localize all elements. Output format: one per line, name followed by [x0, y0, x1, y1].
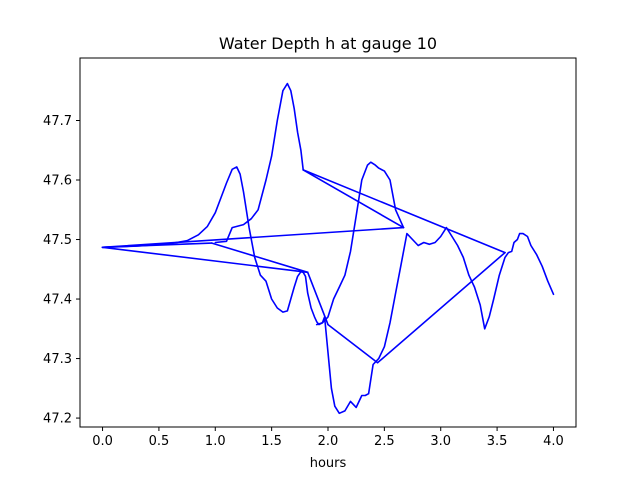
- y-tick-label: 47.3: [43, 352, 72, 367]
- series-connector-line: [302, 169, 405, 229]
- series-connector-line: [327, 323, 379, 364]
- y-tick-label: 47.2: [43, 412, 72, 427]
- x-tick-label: 2.5: [374, 434, 395, 449]
- y-tick-label: 47.6: [43, 174, 72, 189]
- x-tick-label: 4.0: [543, 434, 564, 449]
- series-connector-line: [101, 246, 309, 274]
- x-tick-label: 1.5: [261, 434, 282, 449]
- series-line-segment: [315, 161, 405, 326]
- y-axis-ticks: 47.2 47.3 47.4 47.5 47.6 47.7: [43, 114, 80, 427]
- series-connector-line: [302, 169, 506, 254]
- x-axis-label: hours: [310, 456, 347, 471]
- x-tick-label: 2.0: [318, 434, 339, 449]
- plot-layer: [101, 82, 555, 415]
- y-tick-label: 47.4: [43, 293, 72, 308]
- series-connector-line: [306, 271, 329, 326]
- y-tick-label: 47.7: [43, 114, 72, 129]
- y-tick-label: 47.5: [43, 233, 72, 248]
- x-tick-label: 1.0: [205, 434, 226, 449]
- chart-title: Water Depth h at gauge 10: [219, 34, 437, 53]
- series-connector-line: [211, 242, 309, 274]
- series-line: [101, 166, 555, 415]
- x-tick-label: 0.5: [149, 434, 170, 449]
- plot-frame: [79, 57, 577, 428]
- x-tick-label: 3.0: [430, 434, 451, 449]
- x-tick-label: 3.5: [487, 434, 508, 449]
- series-connector-line: [376, 251, 506, 364]
- x-axis-ticks: 0.0 0.5 1.0 1.5 2.0 2.5 3.0 3.5 4.0: [92, 427, 564, 449]
- x-tick-label: 0.0: [92, 434, 113, 449]
- series-line-segment: [214, 82, 304, 244]
